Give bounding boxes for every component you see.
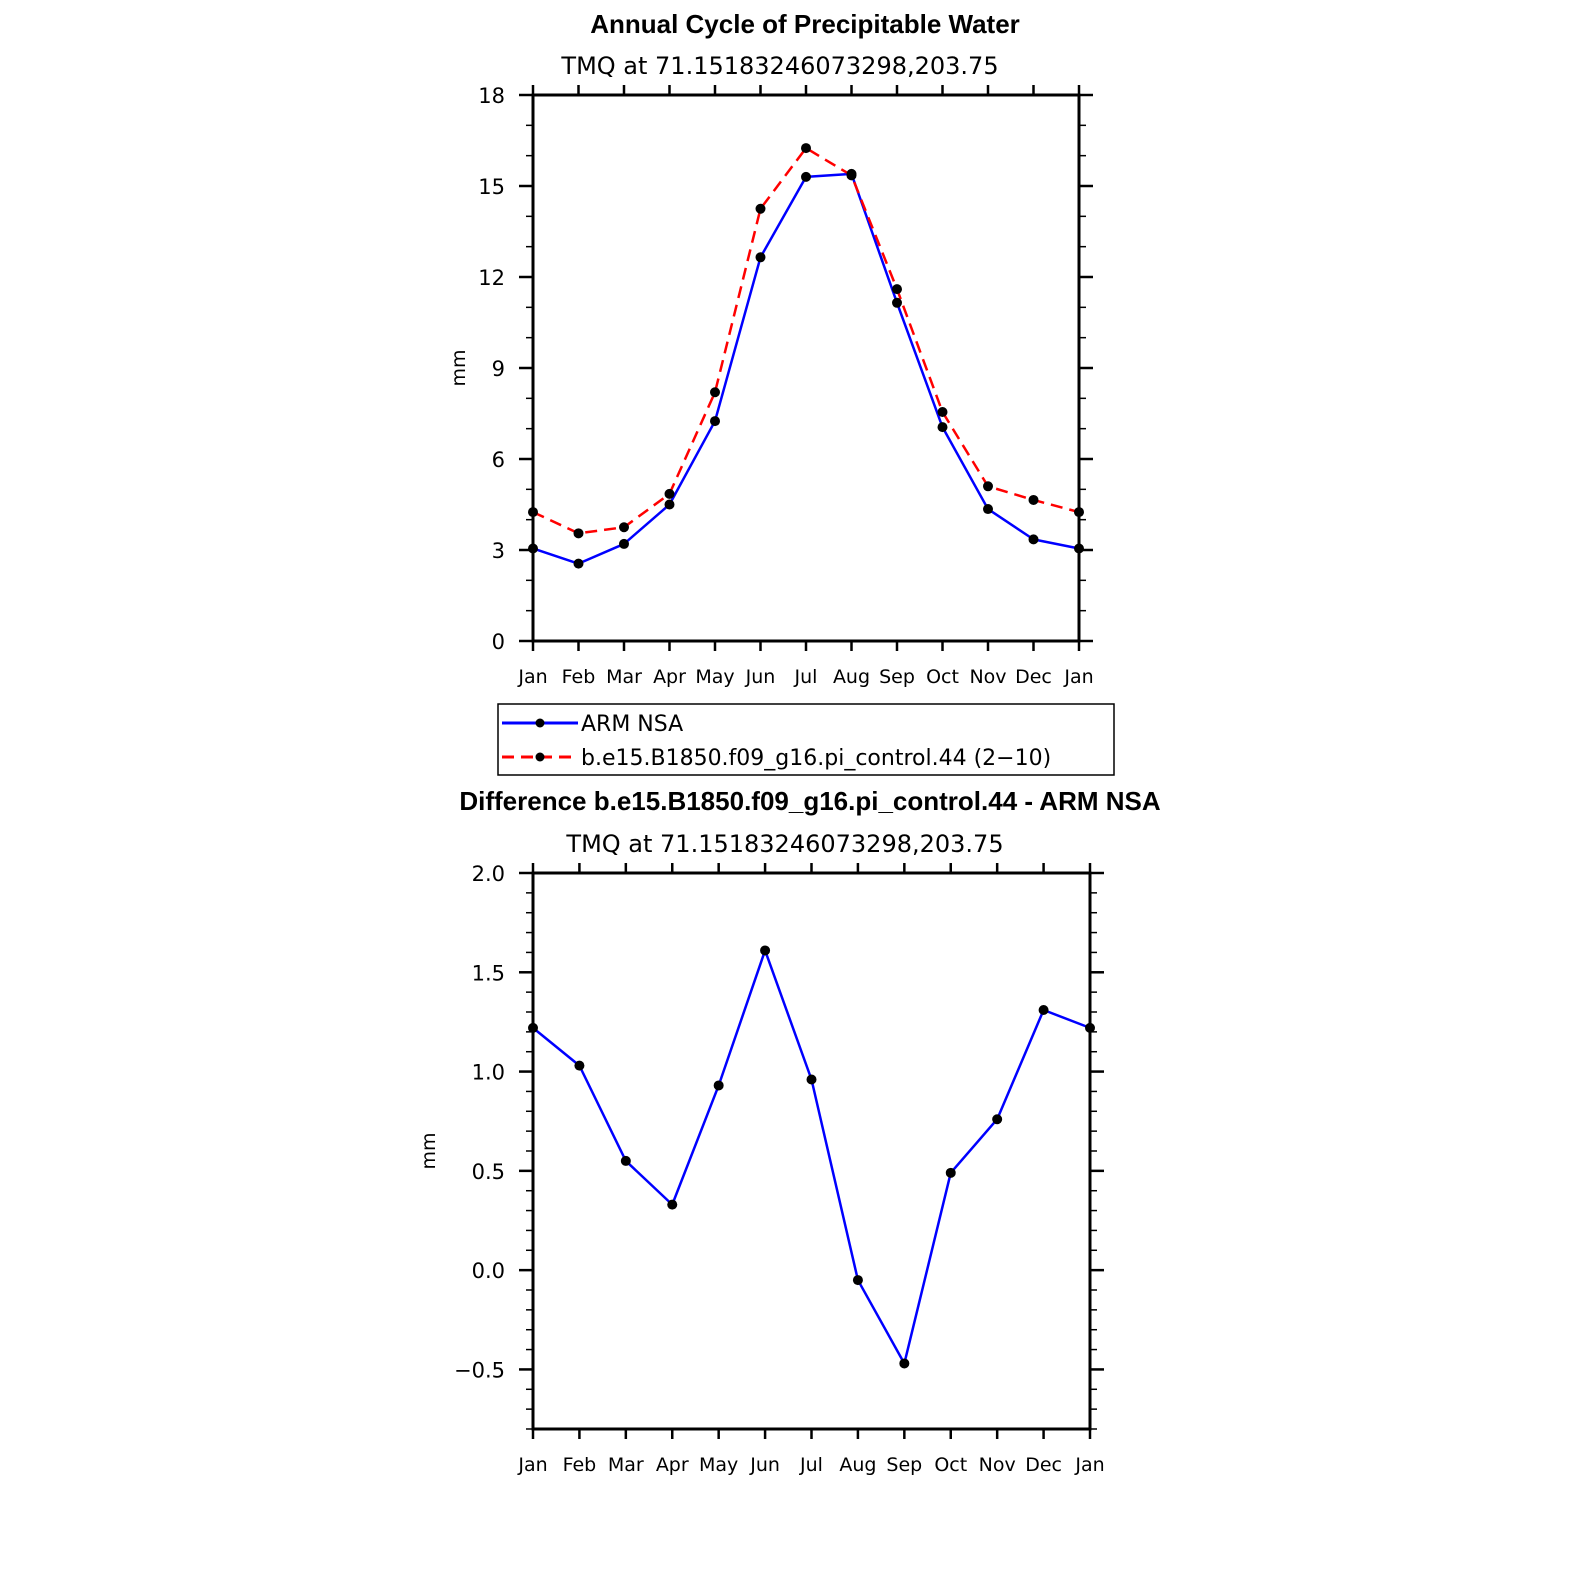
y-tick-label: 15 bbox=[478, 175, 505, 199]
y-tick-label: −0.5 bbox=[454, 1358, 505, 1382]
data-point bbox=[899, 1358, 910, 1369]
bottom-chart-frame bbox=[531, 871, 1092, 1431]
y-tick-label: 6 bbox=[492, 448, 505, 472]
x-tick-label: Sep bbox=[879, 666, 915, 688]
x-tick-label: Apr bbox=[653, 666, 686, 688]
data-point bbox=[710, 416, 720, 427]
y-tick-label: 2.0 bbox=[472, 862, 505, 886]
x-tick-label: Jun bbox=[749, 1454, 780, 1476]
legend-marker-arm-nsa bbox=[535, 718, 545, 728]
data-point bbox=[983, 481, 993, 492]
data-point bbox=[760, 945, 771, 956]
x-tick-label: Oct bbox=[934, 1454, 967, 1476]
data-point bbox=[755, 252, 766, 263]
x-tick-label: Nov bbox=[979, 1454, 1016, 1476]
data-point bbox=[801, 143, 811, 154]
data-point bbox=[664, 499, 675, 510]
y-tick-label: 0 bbox=[492, 630, 505, 654]
x-tick-label: Nov bbox=[969, 666, 1006, 688]
x-tick-label: Jan bbox=[1063, 666, 1093, 688]
data-point bbox=[1028, 534, 1039, 545]
y-tick-label: 3 bbox=[492, 539, 505, 563]
y-tick-label: 0.5 bbox=[472, 1160, 505, 1184]
y-tick-label: 0.0 bbox=[472, 1259, 505, 1283]
series-line-0 bbox=[532, 172, 1080, 565]
data-point bbox=[619, 538, 629, 549]
x-tick-label: Apr bbox=[656, 1454, 689, 1476]
top-chart: Annual Cycle of Precipitable Water TMQ a… bbox=[448, 9, 1094, 688]
data-point bbox=[573, 528, 584, 539]
legend-marker-model bbox=[535, 752, 545, 762]
y-tick-label: 1.0 bbox=[472, 1061, 505, 1085]
data-point bbox=[992, 1114, 1003, 1125]
legend-label-arm-nsa: ARM NSA bbox=[581, 712, 683, 737]
x-tick-label: Jan bbox=[517, 666, 547, 688]
series-line-0 bbox=[532, 949, 1091, 1365]
data-point bbox=[713, 1080, 724, 1091]
bottom-chart-title: Difference b.e15.B1850.f09_g16.pi_contro… bbox=[459, 786, 1161, 816]
top-chart-subtitle: TMQ at 71.15183246073298,203.75 bbox=[560, 52, 998, 80]
top-chart-title: Annual Cycle of Precipitable Water bbox=[590, 9, 1020, 39]
series-line-1 bbox=[532, 146, 1080, 535]
data-point bbox=[806, 1074, 817, 1085]
bottom-chart-tick-labels: Jan Feb Mar Apr May Jun Jul Aug Sep Oct Nov Dec Jan −… bbox=[454, 862, 1105, 1476]
data-point bbox=[937, 406, 948, 417]
x-tick-label: Jul bbox=[794, 666, 818, 688]
bottom-chart: Difference b.e15.B1850.f09_g16.pi_contro… bbox=[418, 786, 1161, 1476]
x-tick-label: Dec bbox=[1015, 666, 1052, 688]
x-tick-label: Jul bbox=[799, 1454, 823, 1476]
y-tick-label: 9 bbox=[492, 357, 505, 381]
data-point bbox=[892, 284, 902, 295]
data-point bbox=[945, 1167, 956, 1178]
data-point bbox=[574, 1060, 585, 1071]
x-tick-label: Mar bbox=[608, 1454, 644, 1476]
x-tick-label: Aug bbox=[839, 1454, 876, 1476]
data-point bbox=[620, 1155, 631, 1166]
x-tick-label: May bbox=[695, 666, 734, 688]
y-tick-label: 12 bbox=[478, 266, 505, 290]
x-tick-label: Feb bbox=[562, 666, 596, 688]
data-point bbox=[710, 387, 720, 398]
y-tick-label: 18 bbox=[478, 84, 505, 108]
data-point bbox=[667, 1199, 678, 1210]
legend-label-model: b.e15.B1850.f09_g16.pi_control.44 (2−10) bbox=[581, 746, 1051, 771]
x-tick-label: Oct bbox=[926, 666, 959, 688]
legend-box bbox=[497, 703, 1115, 776]
y-tick-label: 1.5 bbox=[472, 961, 505, 985]
x-tick-label: Feb bbox=[563, 1454, 597, 1476]
top-chart-ticks bbox=[519, 85, 1093, 651]
data-point bbox=[1038, 1005, 1049, 1016]
x-tick-label: Jan bbox=[1074, 1454, 1104, 1476]
data-point bbox=[573, 558, 584, 569]
x-tick-label: Aug bbox=[833, 666, 870, 688]
top-chart-tick-labels: Jan Feb Mar Apr May Jun Jul Aug Sep Oct Nov Dec Jan 0… bbox=[478, 84, 1093, 688]
data-point bbox=[801, 171, 811, 182]
top-chart-series bbox=[528, 143, 1084, 569]
data-point bbox=[1028, 494, 1039, 505]
data-point bbox=[846, 170, 857, 181]
x-tick-label: Mar bbox=[606, 666, 642, 688]
data-point bbox=[937, 422, 948, 433]
bottom-chart-ylabel: mm bbox=[418, 1132, 440, 1169]
bottom-chart-series bbox=[528, 945, 1095, 1369]
data-point bbox=[755, 203, 766, 214]
data-point bbox=[619, 522, 629, 533]
bottom-chart-ticks bbox=[519, 863, 1104, 1439]
bottom-chart-subtitle: TMQ at 71.15183246073298,203.75 bbox=[565, 830, 1003, 858]
data-point bbox=[983, 504, 993, 515]
x-tick-label: Jan bbox=[517, 1454, 547, 1476]
top-chart-ylabel: mm bbox=[448, 349, 470, 386]
data-point bbox=[892, 297, 902, 308]
data-point bbox=[664, 488, 675, 499]
x-tick-label: Jun bbox=[745, 666, 776, 688]
x-tick-label: Dec bbox=[1025, 1454, 1062, 1476]
data-point bbox=[852, 1275, 863, 1286]
legend: ARM NSA b.e15.B1850.f09_g16.pi_control.4… bbox=[497, 703, 1115, 776]
x-tick-label: May bbox=[699, 1454, 738, 1476]
x-tick-label: Sep bbox=[886, 1454, 922, 1476]
top-chart-frame bbox=[531, 93, 1081, 643]
